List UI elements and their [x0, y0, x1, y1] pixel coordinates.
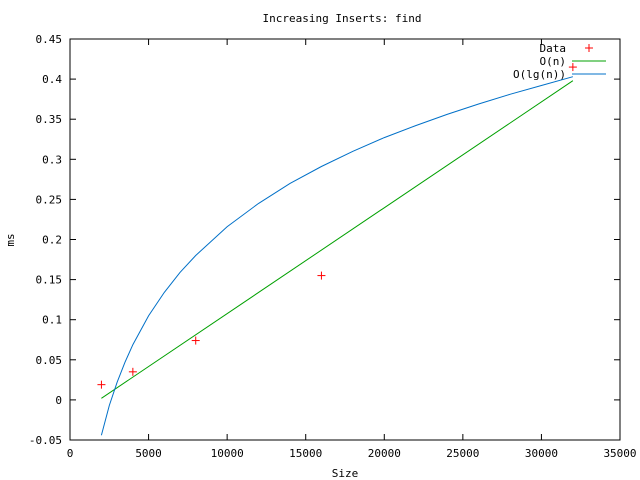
x-tick-label: 5000	[135, 447, 162, 460]
y-tick-label: 0.05	[36, 354, 63, 367]
x-tick-label: 30000	[525, 447, 558, 460]
y-tick-label: 0.3	[42, 153, 62, 166]
x-tick-label: 15000	[289, 447, 322, 460]
y-tick-label: 0.25	[36, 193, 63, 206]
x-axis: 0 5000 10000 15000 20000 25000 30000 35000	[67, 39, 637, 460]
plot-frame	[69, 38, 621, 441]
y-tick-label: 0	[55, 394, 62, 407]
x-axis-label: Size	[332, 467, 359, 480]
y-axis-label: ms	[4, 233, 17, 246]
x-tick-label: 25000	[446, 447, 479, 460]
legend-label-data: Data	[540, 42, 567, 55]
y-tick-label: -0.05	[29, 434, 62, 447]
x-tick-label: 35000	[603, 447, 636, 460]
y-axis: -0.05 0 0.05 0.1 0.15 0.2 0.25 0.3 0.35 0.4 0.45	[29, 33, 620, 447]
chart-title: Increasing Inserts: find	[263, 12, 422, 25]
data-point	[97, 380, 106, 389]
legend-label-o-lg-n: O(lg(n))	[513, 68, 566, 81]
series-layer	[97, 63, 577, 436]
y-tick-label: 0.45	[36, 33, 63, 46]
legend-marker-data	[585, 44, 593, 52]
series-line-o-n	[101, 80, 574, 399]
data-point	[317, 271, 326, 280]
series-line-o-lg-n	[100, 76, 574, 436]
y-tick-label: 0.4	[42, 73, 62, 86]
y-tick-label: 0.15	[36, 274, 63, 287]
legend-label-o-n: O(n)	[540, 55, 567, 68]
data-point	[568, 63, 577, 72]
x-tick-label: 0	[67, 447, 74, 460]
x-tick-label: 10000	[211, 447, 244, 460]
y-tick-label: 0.2	[42, 234, 62, 247]
y-tick-label: 0.35	[36, 113, 63, 126]
data-point	[128, 367, 137, 376]
x-tick-label: 20000	[368, 447, 401, 460]
y-tick-label: 0.1	[42, 314, 62, 327]
data-point	[191, 336, 200, 345]
